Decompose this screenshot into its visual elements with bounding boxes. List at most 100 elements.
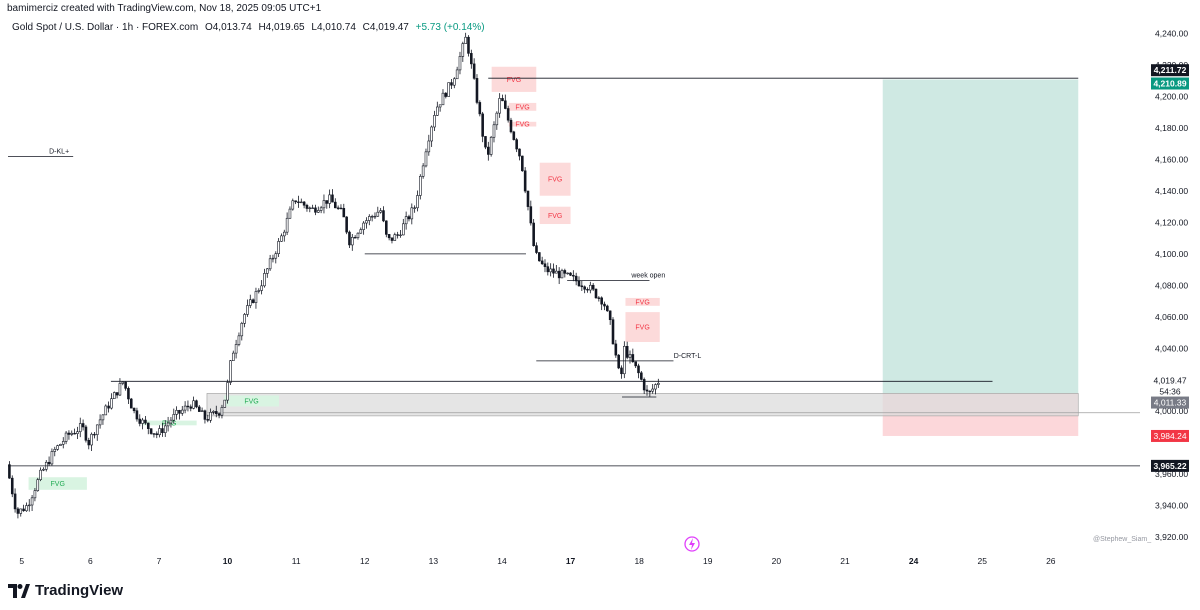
y-tick-label: 3,940.00 [1155,501,1188,511]
chart-credit: bamimerciz created with TradingView.com,… [7,3,322,14]
candle-body [183,405,187,411]
candle-body [413,207,416,209]
candle-body [42,468,45,471]
candle-body [529,206,533,224]
x-tick-label: 12 [360,556,370,566]
candle-body [589,284,592,291]
fvg-bull-box[interactable] [224,395,279,407]
candle-body [274,253,278,259]
fvg-bear-box[interactable] [625,312,660,342]
level-label: D-CRT-L [674,353,702,360]
symbol-info-row[interactable]: Gold Spot / U.S. Dollar · 1h · FOREX.com… [12,22,489,33]
candle-body [251,299,255,303]
price-badge [1151,374,1189,387]
candle-body [322,200,326,209]
candle-body [654,384,657,390]
candle-body [81,423,85,428]
fvg-bear-box[interactable] [491,66,537,92]
candle-body [282,231,286,237]
candle-body [651,388,654,392]
candle-body [569,272,572,276]
price-badge [1151,64,1189,77]
candle-body [603,303,606,307]
lightning-icon[interactable] [684,536,700,552]
candle-body [84,426,88,441]
candle-body [416,195,419,209]
candle-body [379,210,382,213]
candle-body [268,258,272,270]
candle-body [597,297,601,299]
candle-body [87,439,91,446]
candle-body [617,354,620,369]
symbol-name[interactable]: Gold Spot / U.S. Dollar · 1h · FOREX.com [12,22,199,33]
candle-body [444,92,448,97]
fvg-bear-box[interactable] [539,162,571,196]
time-axis[interactable]: 5 6 7 10 11 12 13 14 17 18 19 20 21 24 25 26 [19,556,1055,566]
candle-body [291,200,295,210]
candle-body [64,432,68,442]
candle-body [399,234,402,237]
candle-body [22,508,25,512]
fvg-bear-label: FVG [507,77,521,84]
candle-body [385,220,388,235]
candle-body [628,354,632,358]
candle-body [552,268,555,274]
tradingview-logo[interactable]: TradingView [8,582,123,599]
author-watermark: @Stephew_Siam_ [1093,536,1152,543]
candle-body [407,216,411,220]
fvg-bear-label: FVG [548,177,562,184]
candle-body [214,411,218,414]
candle-body [453,78,456,86]
target-zone[interactable] [882,79,1079,394]
candle-body [376,211,380,217]
candle-body [572,274,575,277]
gray-zone[interactable] [206,393,1079,417]
fvg-bull-box[interactable] [28,477,87,490]
candle-body [430,126,433,142]
x-tick-label: 13 [429,556,439,566]
price-change: +5.73 (+0.14%) [415,22,485,33]
candle-body [642,379,646,391]
candle-body [336,207,340,209]
candle-body [302,201,306,206]
candle-body [243,314,246,324]
candle-body [594,288,598,299]
fvg-bear-box[interactable] [508,121,537,127]
candle-body [299,201,303,204]
candle-body [475,78,479,103]
candle-body [271,257,275,260]
fvg-bear-box[interactable] [539,206,571,225]
candle-body [104,405,108,416]
candle-body [231,352,235,361]
candle-body [458,56,462,71]
candle-body [127,388,130,400]
candle-body [110,398,113,409]
ohlc-close: C4,019.47 [362,22,409,33]
x-tick-label: 5 [19,556,24,566]
candle-body [195,400,198,408]
fvg-bear-box[interactable] [625,297,660,306]
candle-body [61,441,65,445]
candle-body [348,231,351,246]
candle-body [657,382,660,385]
y-tick-label: 4,200.00 [1155,92,1188,102]
candle-body [390,237,394,241]
candle-body [546,266,550,273]
candle-body [175,410,178,415]
x-tick-label: 21 [840,556,850,566]
candle-body [387,234,391,239]
candle-body [257,290,261,292]
fvg-bear-box[interactable] [508,102,537,111]
candle-body [370,216,374,218]
candle-body [73,432,76,435]
candles-layer [8,32,660,519]
candle-body [365,220,368,224]
candle-body [606,305,609,312]
candle-body [509,119,513,133]
candle-body [487,146,490,155]
candle-body [402,223,405,236]
candle-body [33,490,37,499]
candle-body [172,414,176,421]
